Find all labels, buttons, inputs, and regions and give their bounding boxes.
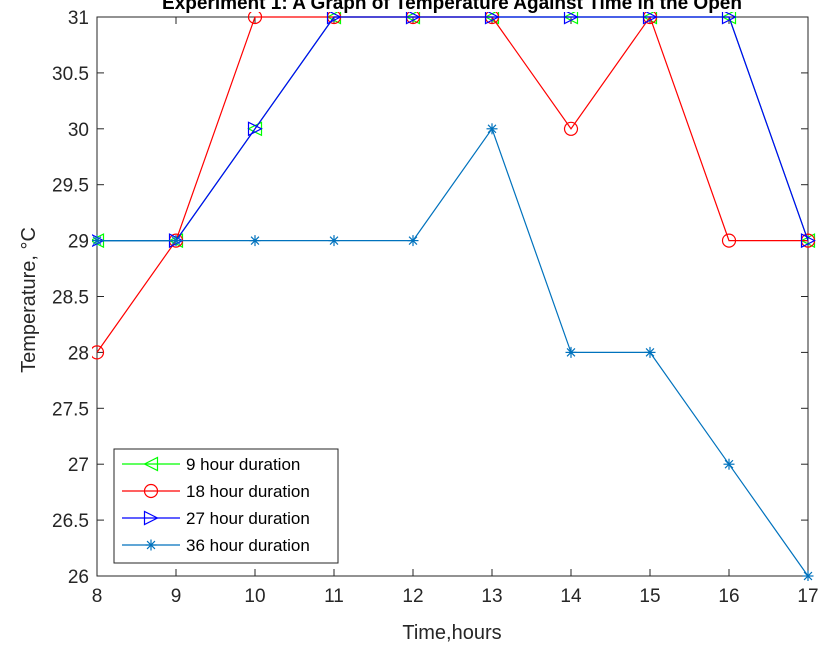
data-point [486,123,498,135]
series-line [97,127,809,577]
y-tick-label: 31 [68,8,89,29]
data-point [407,235,419,247]
y-tick-label: 28 [68,343,89,364]
y-tick-label: 27 [68,455,89,476]
legend-marker [143,483,159,499]
series-layer [92,12,816,581]
x-tick-label: 9 [171,586,182,607]
x-tick-label: 15 [639,586,660,607]
data-point [249,235,261,247]
data-point [247,121,263,137]
data-point [92,345,105,360]
y-axis-label: Temperature, °C [18,227,40,373]
data-point [328,235,340,247]
axes: 8 9 10 11 12 13 14 15 16 17 26 26.5 27 27.5 28 28.5 29 29… [52,8,819,607]
x-tick-label: 11 [324,586,344,607]
y-tick-label: 26 [68,567,89,588]
y-tick-label: 30.5 [52,64,89,85]
x-tick-label: 14 [560,586,582,607]
data-point [642,12,658,25]
legend-entry: 36 hour duration [122,536,310,555]
data-point [723,458,735,470]
data-point [92,235,103,247]
legend-entry: 27 hour duration [122,509,310,528]
legend-entry: 9 hour duration [122,455,300,474]
x-tick-label: 13 [481,586,502,607]
y-tick-label: 26.5 [52,511,89,532]
x-axis-label: Time,hours [402,622,501,644]
y-tick-label: 27.5 [52,399,89,420]
data-point [721,12,737,25]
y-tick-label: 28.5 [52,288,89,309]
data-point [565,346,577,358]
series-line [97,16,809,242]
chart-title: Experiment 1: A Graph of Temperature Aga… [162,0,742,14]
x-tick-label: 17 [797,586,818,607]
legend-entry: 18 hour duration [122,482,310,501]
x-tick-label: 12 [402,586,423,607]
data-point [170,235,182,247]
x-tick-label: 10 [244,586,265,607]
x-tick-label: 8 [92,586,103,607]
data-point [721,233,737,248]
data-point [802,570,814,581]
legend-label: 18 hour duration [186,482,310,501]
legend-label: 27 hour duration [186,509,310,528]
legend-marker [143,456,159,472]
data-point [247,12,263,25]
legend-label: 9 hour duration [186,455,300,474]
y-tick-label: 30 [68,120,89,141]
data-point [405,12,421,25]
data-point [563,121,579,136]
legend: 9 hour duration 18 hour duration 27 hour d… [113,448,339,564]
legend-label: 36 hour duration [186,536,310,555]
series-4 [92,123,814,581]
x-tick-label: 16 [718,586,739,607]
data-point [563,12,579,25]
data-point [800,233,816,249]
y-tick-label: 29.5 [52,176,89,197]
legend-marker [143,510,159,526]
data-point [644,346,656,358]
y-tick-label: 29 [68,232,89,253]
legend-marker [145,539,157,551]
data-point [484,12,500,25]
data-point [326,12,342,25]
